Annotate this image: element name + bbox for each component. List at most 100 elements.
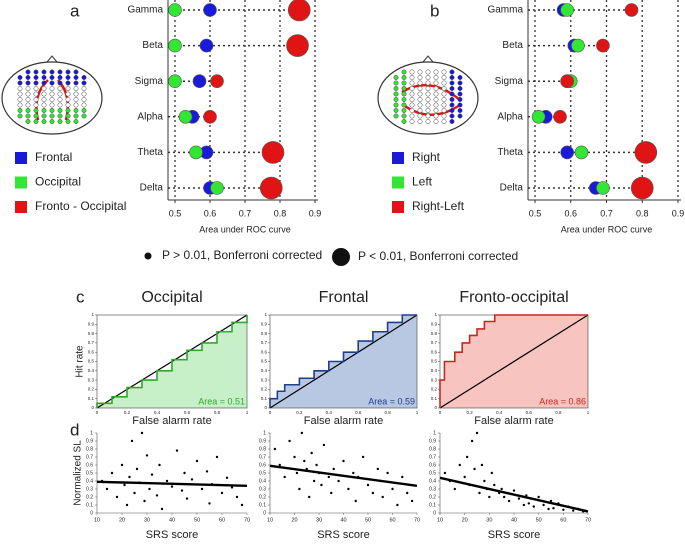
electrode: [25, 97, 31, 102]
electrode: [73, 80, 79, 86]
dot: [571, 38, 585, 53]
electrode: [393, 97, 399, 102]
panel-title: Occipital: [141, 289, 202, 306]
category-label: Beta: [142, 40, 163, 51]
y-tick-label: 0.7: [86, 454, 93, 460]
point: [396, 503, 399, 507]
point: [522, 503, 526, 507]
legend-label: Frontal: [35, 150, 72, 164]
x-tick-label: 0.4: [326, 410, 333, 415]
point: [190, 478, 194, 481]
y-tick-label: 0.9: [86, 438, 93, 444]
point: [320, 483, 323, 487]
x-tick-label: 0.4: [154, 410, 161, 415]
electrode: [425, 113, 431, 119]
point: [463, 475, 466, 479]
electrode: [57, 113, 63, 119]
category-label: Delta: [140, 183, 164, 194]
electrode: [433, 75, 439, 80]
y-axis-label: Hit rate: [75, 345, 86, 378]
x-tick-label: 0.8: [384, 410, 391, 415]
y-tick-label: 0.3: [431, 377, 438, 382]
dot: [261, 141, 285, 164]
electrode: [433, 119, 439, 124]
point: [300, 431, 304, 435]
point: [391, 487, 394, 491]
y-tick-label: 0.1: [429, 502, 436, 508]
electrode: [393, 80, 399, 86]
point: [483, 479, 486, 483]
electrode: [393, 91, 399, 97]
y-tick-label: 0.3: [86, 486, 93, 492]
area-label: Area = 0.86: [539, 396, 586, 406]
electrode: [49, 119, 55, 124]
electrode: [393, 75, 399, 80]
x-tick-label: 0.5: [169, 208, 182, 218]
electrode: [65, 75, 71, 80]
point: [205, 470, 209, 473]
electrode: [33, 80, 39, 86]
y-tick-label: 1: [434, 312, 437, 317]
point: [150, 473, 154, 476]
electrode: [25, 80, 31, 86]
size-legend-label: P > 0.01, Bonferroni corrected: [162, 248, 322, 262]
panel-letter: a: [70, 1, 80, 20]
electrode: [65, 91, 71, 97]
electrode: [409, 69, 415, 75]
point: [443, 471, 447, 475]
x-tick-label: 10: [267, 517, 273, 523]
electrode: [73, 69, 79, 75]
category-label: Sigma: [495, 76, 524, 87]
point: [165, 479, 169, 483]
fit-line: [439, 476, 589, 513]
electrode: [441, 80, 447, 86]
x-tick-label: 0.5: [529, 208, 542, 218]
x-tick-label: 0.2: [296, 410, 303, 415]
size-legend-marker: [144, 252, 152, 260]
legend-label: Left: [412, 175, 433, 189]
x-axis-label: False alarm rate: [474, 415, 553, 427]
y-tick-label: 1: [433, 430, 436, 436]
point: [410, 499, 414, 503]
y-tick-label: 0.9: [261, 321, 268, 326]
x-tick-label: 20: [119, 517, 125, 523]
y-tick-label: 0.1: [261, 396, 268, 401]
electrode: [417, 91, 423, 97]
y-tick-label: 0.4: [86, 478, 93, 484]
point: [322, 443, 326, 447]
point: [308, 495, 311, 499]
y-tick-label: 0: [433, 510, 436, 516]
point: [386, 471, 389, 475]
x-tick-label: 60: [389, 517, 395, 523]
head-diagram-b: [377, 55, 479, 135]
point: [155, 494, 159, 497]
electrode: [81, 97, 87, 102]
point: [130, 439, 134, 443]
point: [310, 451, 313, 455]
point: [135, 467, 139, 471]
y-tick-label: 0.7: [259, 454, 266, 460]
point: [145, 454, 149, 457]
x-tick-label: 0.6: [564, 208, 577, 218]
electrode: [433, 69, 439, 75]
dot: [560, 145, 574, 160]
y-tick-label: 0.1: [259, 502, 266, 508]
electrode: [457, 97, 463, 102]
y-tick-label: 0: [263, 510, 266, 516]
category-label: Theta: [137, 147, 163, 158]
electrode: [49, 102, 55, 108]
point: [478, 491, 481, 495]
x-tick-label: 0.6: [184, 410, 191, 415]
panel-letter: c: [76, 287, 85, 306]
y-tick-label: 0.8: [261, 331, 268, 336]
electrode: [409, 108, 415, 113]
electrode: [417, 108, 423, 113]
electrode: [417, 113, 423, 119]
y-axis-label: Normalized SL: [73, 440, 84, 506]
point: [200, 487, 204, 491]
point: [215, 455, 219, 459]
point: [160, 507, 164, 511]
electrode: [449, 69, 455, 75]
electrode: [73, 102, 79, 108]
